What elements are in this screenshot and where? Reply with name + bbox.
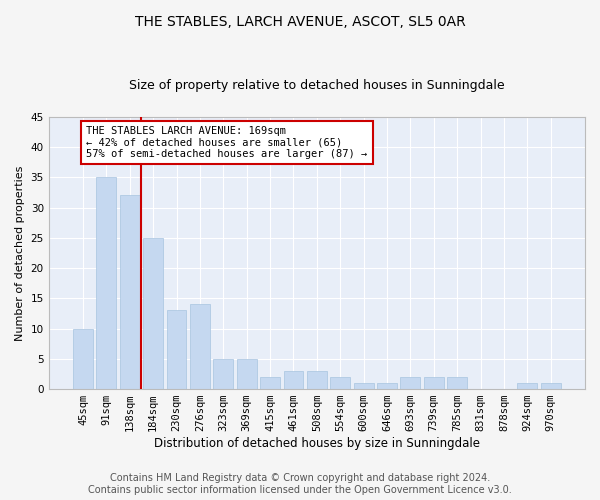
Bar (377, 383, 397, 389)
Y-axis label: Number of detached properties: Number of detached properties (15, 165, 25, 340)
Bar (214, 359, 233, 389)
Bar (284, 371, 304, 389)
Bar (517, 383, 537, 389)
Bar (424, 377, 443, 389)
Bar (400, 377, 421, 389)
Title: Size of property relative to detached houses in Sunningdale: Size of property relative to detached ho… (129, 79, 505, 92)
Bar (541, 383, 560, 389)
Bar (237, 359, 257, 389)
Bar (97, 178, 116, 389)
X-axis label: Distribution of detached houses by size in Sunningdale: Distribution of detached houses by size … (154, 437, 480, 450)
Text: THE STABLES, LARCH AVENUE, ASCOT, SL5 0AR: THE STABLES, LARCH AVENUE, ASCOT, SL5 0A… (134, 15, 466, 29)
Bar (447, 377, 467, 389)
Bar (307, 371, 327, 389)
Bar (330, 377, 350, 389)
Bar (353, 383, 374, 389)
Text: THE STABLES LARCH AVENUE: 169sqm
← 42% of detached houses are smaller (65)
57% o: THE STABLES LARCH AVENUE: 169sqm ← 42% o… (86, 126, 368, 159)
Bar (120, 196, 140, 389)
Bar (260, 377, 280, 389)
Bar (190, 304, 210, 389)
Bar (167, 310, 187, 389)
Text: Contains HM Land Registry data © Crown copyright and database right 2024.
Contai: Contains HM Land Registry data © Crown c… (88, 474, 512, 495)
Bar (73, 328, 93, 389)
Bar (143, 238, 163, 389)
